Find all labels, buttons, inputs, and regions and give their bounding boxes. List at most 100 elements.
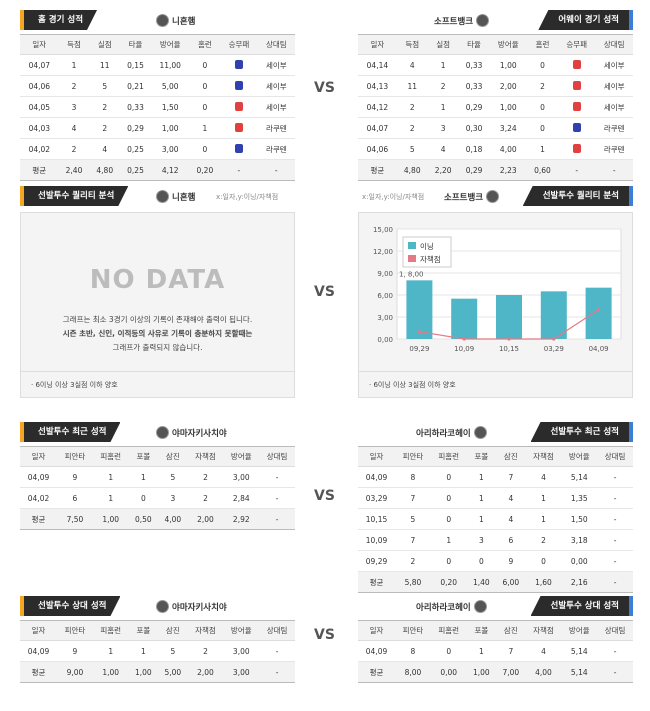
home-record-table: 일자 득점 실점 타율 방어율 홈런 승무패 상대팀 04,07 1 11 0,15 11,00 0 세이부… (20, 34, 295, 181)
loss-icon (234, 59, 243, 69)
column-header: 삼진 (158, 446, 188, 467)
table-cell: 4 (396, 54, 428, 76)
table-cell: 0,29 (458, 159, 490, 181)
table-row: 03,29 7 0 1 4 1 1,35- (358, 487, 633, 509)
y-tick-label: 15,00 (373, 226, 393, 234)
table-cell: 5 (395, 508, 431, 530)
table-cell: 0 (189, 138, 221, 160)
table-cell: 2,92 (223, 508, 260, 530)
quality-panel-right: x:일자,y:이닝/자책점 소프트뱅크 선발투수 퀄리티 분석 0,00 3,00… (358, 186, 633, 398)
legend-swatch (408, 242, 416, 249)
win-icon (234, 122, 243, 132)
no-data-message-1: 그래프는 최소 3경기 이상의 기록이 존재해야 출력이 됩니다. (62, 315, 253, 324)
team-label: 아리하라코헤이 (416, 426, 487, 439)
table-cell: 0,33 (120, 96, 151, 118)
table-cell: 11 (89, 54, 121, 76)
table-cell: 04,02 (20, 487, 58, 509)
table-cell: - (259, 508, 295, 530)
runs-point (417, 330, 421, 334)
average-row: 평균 2,40 4,80 0,25 4,12 0,20- - (20, 159, 295, 181)
table-cell: 1 (525, 508, 562, 530)
table-cell: 0,50 (128, 508, 159, 530)
table-cell: 3,24 (489, 117, 528, 139)
table-cell: 4,12 (150, 159, 190, 181)
table-row: 04,06 2 5 0,21 5,00 0 세이부 (20, 75, 295, 97)
quality-criteria-note: · 6이닝 이상 3실점 이하 양호 (31, 381, 118, 389)
table-cell: 3 (158, 487, 188, 509)
table-cell: - (259, 487, 295, 509)
result-cell (557, 75, 596, 97)
away-record-panel: 소프트뱅크 어웨이 경기 성적 일자 득점 실점 타율 방어율 홈런 승무패 상대팀 04,14… (358, 10, 633, 181)
column-header: 상대팀 (597, 620, 633, 641)
table-cell: 라쿠텐 (595, 138, 633, 160)
table-cell: 평균 (358, 571, 396, 593)
table-cell: 9 (57, 640, 93, 662)
column-header: 포볼 (466, 446, 497, 467)
table-cell: 1,00 (489, 96, 528, 118)
team-label: 야마자키사치야 (156, 426, 227, 439)
table-cell: 0 (525, 550, 562, 572)
table-cell: 1,60 (525, 571, 562, 593)
average-row: 평균 4,80 2,20 0,29 2,23 0,60- - (358, 159, 633, 181)
pitcher-vs-table: 일자 피안타 피홈런 포볼 삼진 자책점 방어율 상대팀 04,09 8 0 1 7 4 5,14- 평균 8,… (358, 620, 633, 683)
column-header: 피안타 (57, 620, 93, 641)
column-header: 삼진 (158, 620, 188, 641)
table-cell: 1,00 (489, 54, 528, 76)
table-cell: - (597, 661, 633, 683)
table-cell: - (259, 661, 295, 683)
table-cell: 2 (187, 466, 224, 488)
vs-label: VS (314, 80, 335, 96)
bar (451, 298, 478, 339)
table-cell: 4,80 (396, 159, 428, 181)
table-cell: 11 (396, 75, 428, 97)
table-cell: 2 (427, 75, 459, 97)
table-cell: 3 (427, 117, 459, 139)
table-cell: 1,40 (466, 571, 497, 593)
table-cell: 5 (89, 75, 121, 97)
table-cell: 1 (92, 487, 129, 509)
team-logo-icon (473, 426, 487, 439)
table-cell: 1,35 (561, 487, 598, 509)
table-cell: 0 (189, 54, 221, 76)
table-cell: 0,21 (120, 75, 151, 97)
table-cell: 7 (496, 466, 526, 488)
column-header: 일자 (20, 446, 58, 467)
table-cell: 3,00 (223, 661, 260, 683)
table-cell: 9,00 (57, 661, 93, 683)
column-header: 상대팀 (259, 446, 295, 467)
table-cell: 4 (496, 487, 526, 509)
column-header: 피안타 (395, 620, 431, 641)
legend-label: 자책점 (420, 254, 441, 264)
table-cell: 04,09 (358, 466, 396, 488)
table-cell: - (220, 159, 258, 181)
team-logo-icon (156, 190, 169, 203)
column-header: 일자 (358, 620, 396, 641)
vs-label: VS (314, 627, 335, 643)
panel-title: 선발투수 퀄리티 분석 (522, 186, 633, 206)
table-cell: 5,14 (561, 640, 598, 662)
team-logo-icon (156, 14, 169, 27)
vs-label: VS (314, 284, 335, 300)
table-row: 04,07 1 11 0,15 11,00 0 세이부 (20, 54, 295, 76)
table-cell: 1 (189, 117, 221, 139)
table-cell: 3,00 (223, 466, 260, 488)
table-cell: 2 (525, 529, 562, 551)
table-cell: 0,00 (561, 550, 598, 572)
table-cell: 0,29 (458, 96, 490, 118)
table-cell: 8 (395, 640, 431, 662)
table-cell: 2,23 (489, 159, 528, 181)
table-cell: 1,00 (92, 508, 129, 530)
pitcher-recent-table: 일자 피안타 피홈런 포볼 삼진 자책점 방어율 상대팀 04,09 9 1 1 5 2 3,00-04,0… (20, 446, 295, 530)
column-header: 삼진 (496, 620, 526, 641)
table-cell: 3,18 (561, 529, 598, 551)
column-header: 일자 (20, 34, 59, 55)
quality-chart: 0,00 3,00 6,00 9,00 12,00 15,00 09,29 10,09 10,1… (373, 226, 622, 353)
table-cell: 4 (496, 508, 526, 530)
y-tick-label: 6,00 (377, 292, 393, 300)
table-row: 04,12 2 1 0,29 1,00 0 세이부 (358, 96, 633, 118)
table-cell: 세이부 (257, 54, 295, 76)
table-cell: 2 (395, 550, 431, 572)
table-cell: 0 (189, 96, 221, 118)
table-cell: 1 (466, 466, 497, 488)
team-logo-icon (473, 600, 487, 613)
